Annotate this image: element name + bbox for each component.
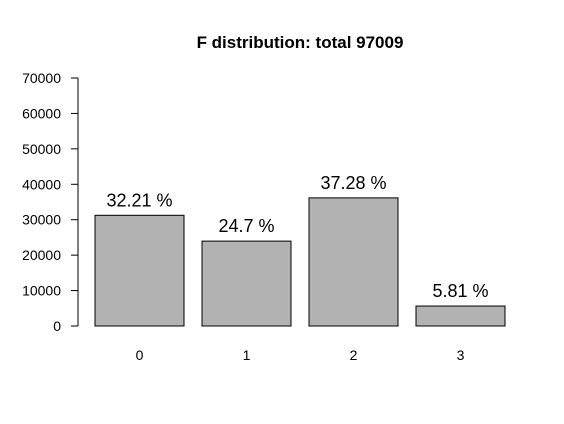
y-tick-label: 20000 xyxy=(22,247,61,263)
bar-1 xyxy=(201,240,292,327)
x-axis-labels: 0 1 2 3 xyxy=(136,347,465,363)
x-tick-label: 2 xyxy=(350,347,358,363)
x-tick-label: 0 xyxy=(136,347,144,363)
data-label: 5.81 % xyxy=(432,281,488,301)
data-label: 37.28 % xyxy=(320,173,386,193)
data-labels: 32.21 % 24.7 % 37.28 % 5.81 % xyxy=(106,173,488,301)
x-tick-label: 1 xyxy=(243,347,251,363)
y-tick-label: 60000 xyxy=(22,105,61,121)
chart-title: F distribution: total 97009 xyxy=(197,33,404,52)
y-tick-label: 50000 xyxy=(22,141,61,157)
y-tick-label: 30000 xyxy=(22,212,61,228)
data-label: 32.21 % xyxy=(106,190,172,210)
bars xyxy=(94,197,506,327)
bar-3 xyxy=(415,305,506,327)
bar-0 xyxy=(94,214,185,327)
y-tick-label: 70000 xyxy=(22,70,61,86)
data-label: 24.7 % xyxy=(218,216,274,236)
y-tick-label: 40000 xyxy=(22,176,61,192)
y-tick-label: 0 xyxy=(53,318,61,334)
x-tick-label: 3 xyxy=(457,347,465,363)
y-tick-label: 10000 xyxy=(22,283,61,299)
bar-2 xyxy=(308,197,399,327)
y-axis: 0 10000 20000 30000 40000 50000 60000 70000 xyxy=(22,70,79,334)
